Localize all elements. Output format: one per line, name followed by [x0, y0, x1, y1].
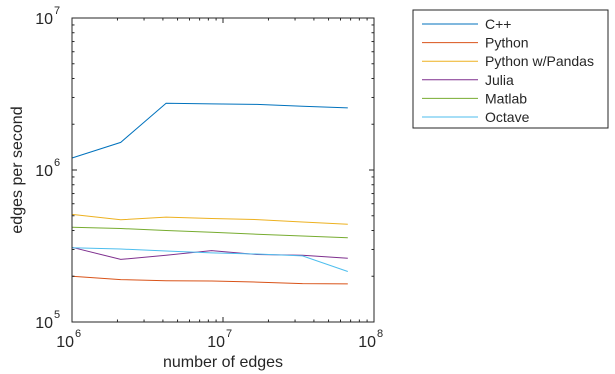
legend-label-0: C++: [485, 16, 511, 32]
legend-label-3: Julia: [485, 72, 514, 88]
y-tick-label-exponent: 5: [54, 309, 60, 321]
axis-ticks: 10 6 10 7 10 810 510 610 7: [35, 5, 383, 351]
x-axis-label: number of edges: [163, 354, 283, 371]
x-tick-label-exponent: 7: [226, 328, 232, 340]
series-line-0: [71, 102, 348, 159]
y-tick-label-base: 10: [35, 315, 53, 332]
y-tick-label-base: 10: [35, 163, 53, 180]
series-line-4: [71, 226, 348, 239]
y-tick-label-exponent: 6: [54, 157, 60, 169]
series-line-2: [71, 213, 348, 225]
y-axis-label: edges per second: [9, 106, 26, 233]
x-tick-label-base: 10: [56, 334, 74, 351]
x-tick-label-base: 10: [207, 334, 225, 351]
x-tick-label-exponent: 8: [377, 328, 383, 340]
y-tick-label-base: 10: [35, 11, 53, 28]
legend-label-1: Python: [485, 35, 529, 51]
series-line-5: [71, 247, 348, 272]
legend-label-5: Octave: [485, 109, 530, 125]
series-line-3: [71, 246, 348, 260]
legend: C++ Python Python w/Pandas Julia Matlab Octav…: [412, 9, 609, 129]
x-tick-label-base: 10: [358, 334, 376, 351]
legend-label-4: Matlab: [485, 90, 527, 106]
y-tick-label-exponent: 7: [54, 5, 60, 17]
series-line-1: [71, 275, 348, 285]
plot-lines: [71, 102, 348, 285]
legend-box: [412, 9, 609, 129]
x-tick-label-exponent: 6: [75, 328, 81, 340]
legend-label-2: Python w/Pandas: [485, 53, 594, 69]
axes-box: [71, 17, 375, 323]
